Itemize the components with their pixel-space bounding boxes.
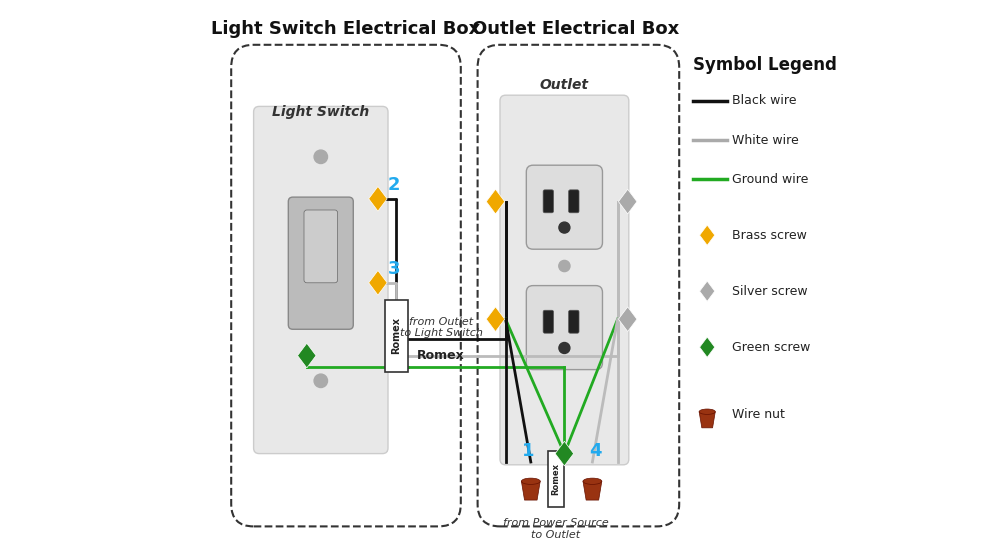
FancyBboxPatch shape bbox=[543, 310, 554, 333]
Text: Black wire: Black wire bbox=[732, 94, 797, 108]
Text: White wire: White wire bbox=[732, 133, 799, 147]
Text: from Outlet
to Light Switch: from Outlet to Light Switch bbox=[400, 317, 483, 338]
FancyBboxPatch shape bbox=[569, 310, 579, 333]
Text: Wire nut: Wire nut bbox=[732, 408, 785, 421]
FancyBboxPatch shape bbox=[288, 197, 353, 329]
Ellipse shape bbox=[521, 478, 540, 484]
Text: Outlet Electrical Box: Outlet Electrical Box bbox=[472, 20, 679, 38]
FancyBboxPatch shape bbox=[304, 210, 338, 283]
FancyBboxPatch shape bbox=[543, 190, 554, 213]
Polygon shape bbox=[486, 307, 505, 332]
Circle shape bbox=[559, 222, 570, 233]
Text: 1: 1 bbox=[522, 442, 534, 460]
FancyBboxPatch shape bbox=[526, 165, 602, 249]
Polygon shape bbox=[555, 441, 574, 466]
Text: 4: 4 bbox=[589, 442, 601, 460]
Polygon shape bbox=[618, 189, 637, 214]
Text: Brass screw: Brass screw bbox=[732, 228, 807, 242]
Ellipse shape bbox=[699, 409, 715, 414]
Polygon shape bbox=[521, 481, 540, 500]
Text: Symbol Legend: Symbol Legend bbox=[693, 56, 837, 74]
Bar bbox=[385, 300, 408, 372]
Polygon shape bbox=[618, 307, 637, 332]
Text: 2: 2 bbox=[387, 176, 400, 194]
Text: Silver screw: Silver screw bbox=[732, 284, 808, 298]
Text: Ground wire: Ground wire bbox=[732, 172, 809, 186]
Polygon shape bbox=[298, 343, 316, 368]
Text: Romex: Romex bbox=[391, 318, 401, 354]
Text: Outlet: Outlet bbox=[540, 78, 589, 92]
FancyBboxPatch shape bbox=[569, 190, 579, 213]
Text: Romex: Romex bbox=[417, 349, 465, 362]
Polygon shape bbox=[700, 225, 715, 245]
Polygon shape bbox=[369, 270, 387, 295]
Circle shape bbox=[559, 260, 570, 272]
Polygon shape bbox=[700, 281, 715, 301]
Circle shape bbox=[314, 150, 328, 164]
Text: Light Switch Electrical Box: Light Switch Electrical Box bbox=[211, 20, 481, 38]
FancyBboxPatch shape bbox=[500, 95, 629, 465]
Text: Romex: Romex bbox=[552, 463, 560, 495]
Polygon shape bbox=[699, 412, 715, 428]
FancyBboxPatch shape bbox=[526, 286, 602, 370]
Text: Green screw: Green screw bbox=[732, 340, 811, 354]
Polygon shape bbox=[486, 189, 505, 214]
Text: from Power Source
to Outlet: from Power Source to Outlet bbox=[503, 518, 609, 540]
Polygon shape bbox=[369, 186, 387, 211]
Polygon shape bbox=[583, 481, 602, 500]
Bar bbox=[548, 451, 564, 507]
Circle shape bbox=[314, 374, 328, 388]
Circle shape bbox=[559, 343, 570, 353]
Text: Light Switch: Light Switch bbox=[272, 105, 369, 119]
FancyBboxPatch shape bbox=[254, 106, 388, 454]
Polygon shape bbox=[700, 337, 715, 357]
Ellipse shape bbox=[583, 478, 602, 484]
Text: 3: 3 bbox=[387, 260, 400, 278]
